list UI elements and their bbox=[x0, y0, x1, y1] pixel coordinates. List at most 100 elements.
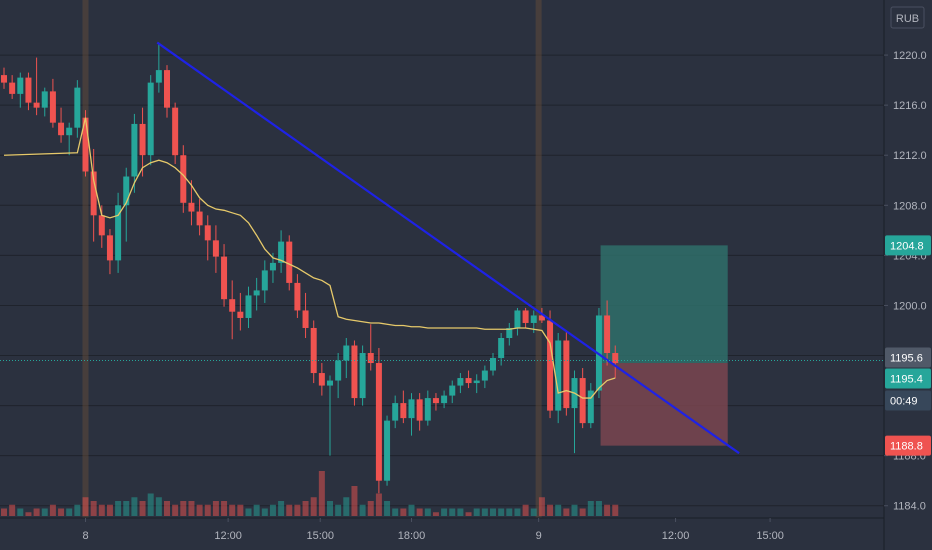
volume-bar bbox=[335, 504, 342, 516]
volume-bar bbox=[351, 486, 358, 516]
candle-body bbox=[343, 345, 350, 361]
volume-bar bbox=[473, 508, 480, 516]
candle-body bbox=[9, 82, 16, 94]
volume-bar bbox=[612, 504, 619, 516]
candle-body bbox=[90, 171, 97, 216]
candle-body bbox=[25, 77, 32, 103]
candle-body bbox=[188, 202, 195, 212]
time-tick-label: 18:00 bbox=[398, 530, 426, 542]
volume-bar bbox=[98, 504, 105, 516]
currency-box[interactable] bbox=[890, 6, 925, 29]
volume-bar bbox=[188, 501, 195, 516]
price-tick-label: 1184.0 bbox=[893, 501, 926, 513]
candle-body bbox=[204, 225, 211, 241]
price-tag-label: 1204.8 bbox=[890, 240, 924, 252]
volume-bar bbox=[229, 504, 236, 516]
candle-body bbox=[33, 102, 40, 108]
volume-bar bbox=[318, 471, 325, 516]
candle-body bbox=[547, 320, 554, 411]
volume-bar bbox=[375, 493, 382, 516]
volume-bar bbox=[9, 504, 16, 516]
volume-bar bbox=[180, 501, 187, 516]
time-tick-label: 9 bbox=[536, 530, 542, 542]
volume-bar bbox=[432, 512, 439, 516]
candle-body bbox=[522, 310, 529, 323]
candle-body bbox=[302, 310, 309, 328]
volume-bar bbox=[555, 504, 562, 516]
candle-body bbox=[465, 378, 472, 384]
volume-bar bbox=[17, 508, 24, 516]
volume-bar bbox=[58, 508, 65, 516]
price-tag-label: 1188.8 bbox=[890, 441, 923, 453]
candle-body bbox=[155, 70, 162, 83]
volume-bar bbox=[302, 501, 309, 516]
volume-bar bbox=[498, 508, 505, 516]
price-tag-label: 1195.6 bbox=[890, 353, 923, 365]
time-axis[interactable]: 8 12:00 15:00 18:00 9 12:00 15:00 bbox=[82, 518, 784, 542]
volume-bar bbox=[506, 508, 513, 516]
candle-body bbox=[278, 241, 285, 263]
volume-bar bbox=[172, 504, 179, 516]
volume-bar bbox=[547, 504, 554, 516]
volume-bar bbox=[343, 497, 350, 516]
time-tick-label: 12:00 bbox=[662, 530, 690, 542]
price-tag-label: 00:49 bbox=[890, 396, 918, 408]
candle-body bbox=[384, 420, 391, 481]
volume-bar bbox=[481, 508, 488, 516]
volume-bar bbox=[595, 501, 602, 516]
volume-bar bbox=[74, 504, 81, 516]
volume-bar bbox=[115, 501, 122, 516]
price-tags: 1204.8 1195.6 1195.4 00:49 1188.8 bbox=[885, 235, 931, 456]
session-break bbox=[82, 0, 89, 518]
candle-body bbox=[375, 363, 382, 481]
volume-bar bbox=[261, 508, 268, 516]
volume-bar bbox=[66, 508, 73, 516]
volume-bar bbox=[457, 508, 464, 516]
volume-bar bbox=[106, 504, 113, 516]
volume-bar bbox=[563, 508, 570, 516]
candle-body bbox=[327, 380, 333, 386]
volume-bar bbox=[147, 493, 154, 516]
price-tick-label: 1212.0 bbox=[893, 150, 927, 162]
candle-body bbox=[261, 270, 268, 291]
candle-body bbox=[49, 91, 56, 123]
candle-body bbox=[172, 107, 179, 156]
volume-bar bbox=[253, 504, 260, 516]
price-tag-label: 1195.4 bbox=[890, 374, 923, 386]
candle-body bbox=[237, 311, 244, 318]
volume-bar bbox=[416, 508, 423, 516]
volume-bar bbox=[579, 508, 586, 516]
candle-body bbox=[17, 77, 24, 94]
candle-body bbox=[245, 295, 252, 318]
loss-zone[interactable] bbox=[600, 363, 728, 446]
volume-bar bbox=[139, 501, 146, 516]
candle-body bbox=[457, 378, 464, 386]
long-position-tool[interactable] bbox=[600, 245, 728, 446]
candle-body bbox=[221, 256, 228, 300]
time-tick-label: 15:00 bbox=[306, 530, 334, 542]
volume-bar bbox=[49, 504, 56, 516]
candle-body bbox=[294, 282, 301, 311]
candle-body bbox=[408, 399, 415, 419]
profit-zone[interactable] bbox=[600, 245, 728, 364]
volume-bar bbox=[123, 501, 130, 516]
candle-body bbox=[196, 211, 203, 226]
candle-body bbox=[318, 373, 325, 386]
volume-bar bbox=[441, 508, 448, 516]
currency-label: RUB bbox=[896, 13, 919, 25]
volume-bar bbox=[212, 501, 219, 516]
volume-bar bbox=[1, 508, 7, 516]
candle-body bbox=[498, 337, 505, 359]
trendline[interactable] bbox=[156, 41, 740, 455]
volume-bar bbox=[530, 508, 537, 516]
volume-bar bbox=[604, 504, 611, 516]
volume-bar bbox=[131, 497, 138, 516]
candle-body bbox=[180, 155, 187, 203]
price-tick-label: 1220.0 bbox=[893, 50, 927, 62]
candle-body bbox=[115, 205, 122, 261]
volume-bar bbox=[514, 508, 521, 516]
volume-bar bbox=[359, 504, 366, 516]
candle-body bbox=[253, 290, 260, 296]
candle-body bbox=[98, 215, 105, 236]
